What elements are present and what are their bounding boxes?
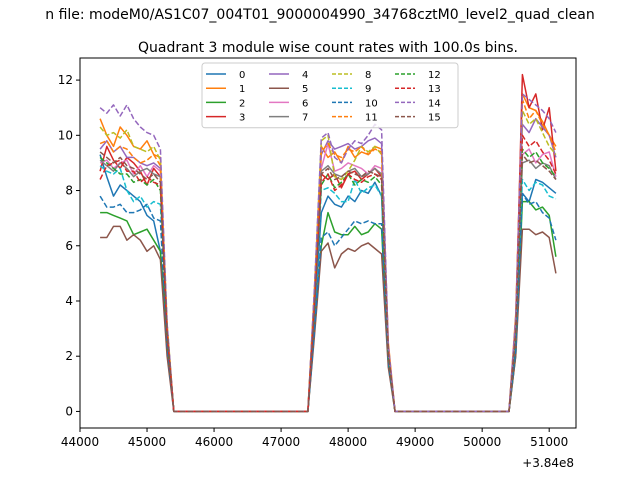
legend-label: 0 <box>239 70 245 81</box>
plot-area <box>99 73 557 413</box>
x-tick-label: 44000 <box>61 435 99 449</box>
x-tick-label: 45000 <box>128 435 166 449</box>
legend-label: 12 <box>428 70 441 81</box>
legend-label: 5 <box>302 84 308 95</box>
y-tick-label: 0 <box>65 404 73 418</box>
x-axis: 44000 45000 46000 47000 48000 49000 50000 51000 <box>61 428 568 449</box>
y-tick-label: 10 <box>58 128 73 142</box>
series-line-15 <box>99 151 557 413</box>
legend-box <box>201 62 459 129</box>
y-tick-label: 12 <box>58 73 73 87</box>
legend-label: 8 <box>365 70 371 81</box>
legend-label: 15 <box>428 113 441 124</box>
x-tick-label: 48000 <box>329 435 367 449</box>
y-tick-label: 6 <box>65 239 73 253</box>
series-lines <box>99 73 557 413</box>
figure-suptitle: n file: modeM0/AS1C07_004T01_9000004990_… <box>45 7 594 23</box>
legend-label: 10 <box>365 98 378 109</box>
legend-label: 3 <box>239 113 245 124</box>
legend-label: 11 <box>365 113 378 124</box>
legend-label: 2 <box>239 98 245 109</box>
x-tick-label: 46000 <box>195 435 233 449</box>
y-tick-label: 8 <box>65 184 73 198</box>
y-axis: 0 2 4 6 8 10 12 <box>58 73 80 418</box>
axes-frame <box>79 57 577 429</box>
x-tick-label: 49000 <box>396 435 434 449</box>
legend-label: 1 <box>239 84 245 95</box>
chart-title: Quadrant 3 module wise count rates with … <box>138 40 518 56</box>
x-tick-label: 50000 <box>463 435 501 449</box>
legend-label: 13 <box>428 84 441 95</box>
legend-label: 4 <box>302 70 308 81</box>
y-tick-label: 2 <box>65 349 73 363</box>
legend-label: 7 <box>302 113 308 124</box>
legend-label: 14 <box>428 98 441 109</box>
x-tick-label: 51000 <box>530 435 568 449</box>
x-offset-label: +3.84e8 <box>522 456 574 470</box>
legend-label: 6 <box>302 98 308 109</box>
x-tick-label: 47000 <box>262 435 300 449</box>
legend-label: 9 <box>365 84 371 95</box>
y-tick-label: 4 <box>65 294 73 308</box>
